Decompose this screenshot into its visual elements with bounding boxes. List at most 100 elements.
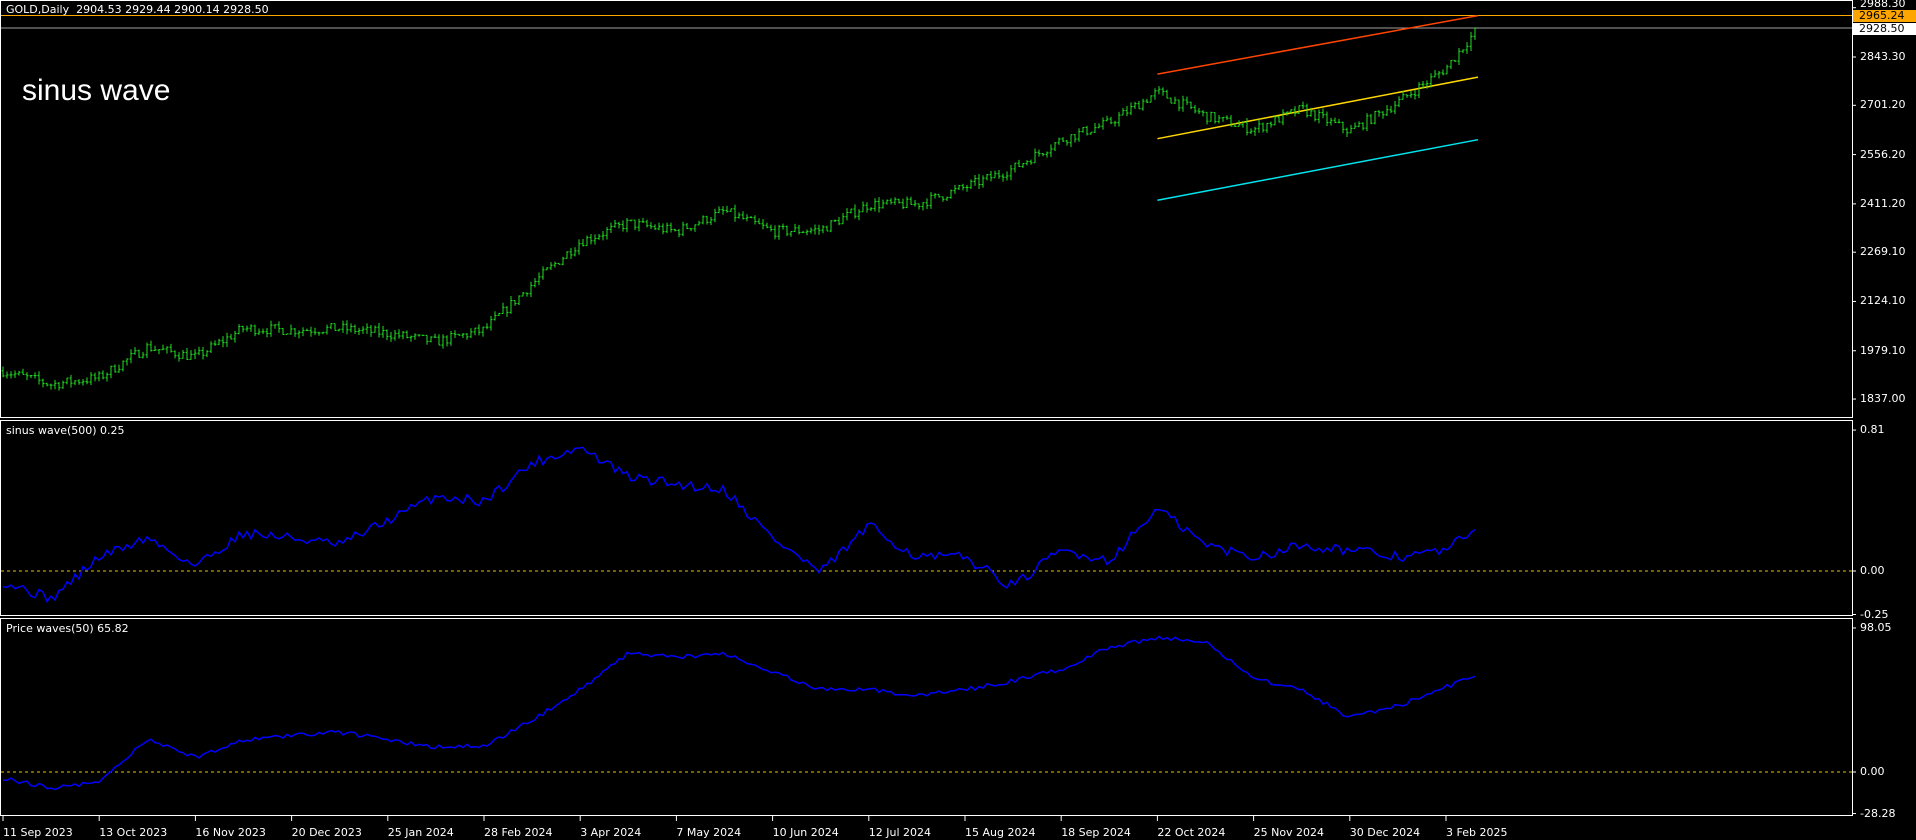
price-bar: [909, 196, 913, 205]
price-bar: [1405, 94, 1409, 98]
price-bar: [389, 331, 393, 342]
price-bar: [1393, 101, 1397, 115]
price-bar: [857, 209, 861, 221]
price-bar: [1093, 123, 1097, 133]
price-bar: [1249, 128, 1253, 135]
price-bar: [1433, 69, 1437, 78]
price-bar: [1325, 111, 1329, 127]
price-bar: [661, 223, 665, 235]
date-axis-label: 12 Jul 2024: [868, 826, 932, 839]
price-bar: [665, 222, 669, 234]
price-bar: [709, 216, 713, 226]
date-axis-label: 10 Jun 2024: [772, 826, 839, 839]
price-bar: [21, 368, 25, 375]
price-bar: [273, 324, 277, 329]
price-bar: [65, 377, 69, 385]
price-bar: [797, 224, 801, 235]
price-bar: [957, 184, 961, 190]
sinus-axis-label: 0.81: [1860, 423, 1885, 437]
price-axis-label: 2269.10: [1860, 245, 1906, 259]
date-axis-label: 3 Apr 2024: [580, 826, 642, 839]
price-bar: [713, 208, 717, 223]
price-bar: [1109, 116, 1113, 125]
price-bar: [761, 219, 765, 230]
price-bar: [205, 350, 209, 358]
price-bar: [385, 329, 389, 341]
price-bar: [801, 230, 805, 234]
price-bar: [525, 292, 529, 297]
price-bar: [953, 185, 957, 194]
price-bar: [1129, 102, 1133, 115]
price-bar: [1069, 134, 1073, 148]
price-bar: [1357, 121, 1361, 128]
price-bar: [213, 340, 217, 346]
price-bar: [565, 251, 569, 259]
price-bar: [1237, 120, 1241, 127]
date-axis-label: 15 Aug 2024: [965, 826, 1036, 839]
price-bar: [261, 328, 265, 334]
price-bar: [17, 370, 21, 376]
price-bar: [1253, 126, 1257, 136]
price-bar: [229, 333, 233, 340]
price-bar: [545, 267, 549, 271]
price-bar: [1473, 27, 1477, 40]
price-bar: [837, 216, 841, 226]
price-bar: [233, 330, 237, 343]
sinus-wave-label: sinus wave(500) 0.25: [6, 424, 125, 437]
price-bar: [1149, 95, 1153, 103]
price-bar: [1457, 47, 1461, 66]
price-bar: [133, 347, 137, 355]
price-bar: [645, 219, 649, 228]
price-bar: [1281, 109, 1285, 126]
price-bar: [465, 333, 469, 340]
price-bar: [689, 228, 693, 232]
channel-line-upper: [1157, 14, 1479, 75]
price-bar: [1001, 173, 1005, 182]
price-bar: [873, 198, 877, 212]
price-bar: [1, 366, 5, 378]
price-bar: [949, 189, 953, 199]
price-bar: [841, 213, 845, 225]
price-bar: [29, 375, 33, 379]
price-bar: [913, 199, 917, 207]
price-bar: [1465, 42, 1469, 54]
price-bar: [1197, 107, 1201, 115]
price-bar: [557, 262, 561, 265]
price-bar: [413, 333, 417, 340]
price-bar: [877, 197, 881, 213]
price-bar: [1441, 69, 1445, 76]
price-bar: [421, 334, 425, 336]
price-bar: [693, 224, 697, 232]
price-bar: [1065, 139, 1069, 146]
price-bar: [41, 378, 45, 388]
price-bar: [453, 330, 457, 338]
price-bar: [89, 372, 93, 386]
price-bar: [149, 340, 153, 352]
price-bar: [1365, 113, 1369, 132]
price-bar: [1401, 91, 1405, 100]
price-bar: [397, 329, 401, 339]
price-bar: [469, 328, 473, 338]
price-bar: [185, 348, 189, 361]
price-bar: [981, 175, 985, 188]
price-bar: [577, 239, 581, 255]
price-bar: [1049, 144, 1053, 158]
price-bar: [1165, 89, 1169, 99]
price-bar: [1297, 105, 1301, 114]
price-bar: [1437, 70, 1441, 79]
price-bar: [1269, 121, 1273, 128]
price-bar: [629, 219, 633, 222]
price-bar: [373, 325, 377, 333]
price-bar: [1021, 163, 1025, 168]
price-bar: [441, 334, 445, 349]
date-axis-label: 16 Nov 2023: [195, 826, 266, 839]
price-bar: [1041, 153, 1045, 157]
price-bar: [897, 198, 901, 204]
price-bar: [829, 220, 833, 233]
price-bar: [429, 336, 433, 343]
price-bar: [561, 256, 565, 266]
date-axis-label: 22 Oct 2024: [1157, 826, 1226, 839]
price-bar: [1261, 122, 1265, 133]
price-bar: [1373, 110, 1377, 125]
